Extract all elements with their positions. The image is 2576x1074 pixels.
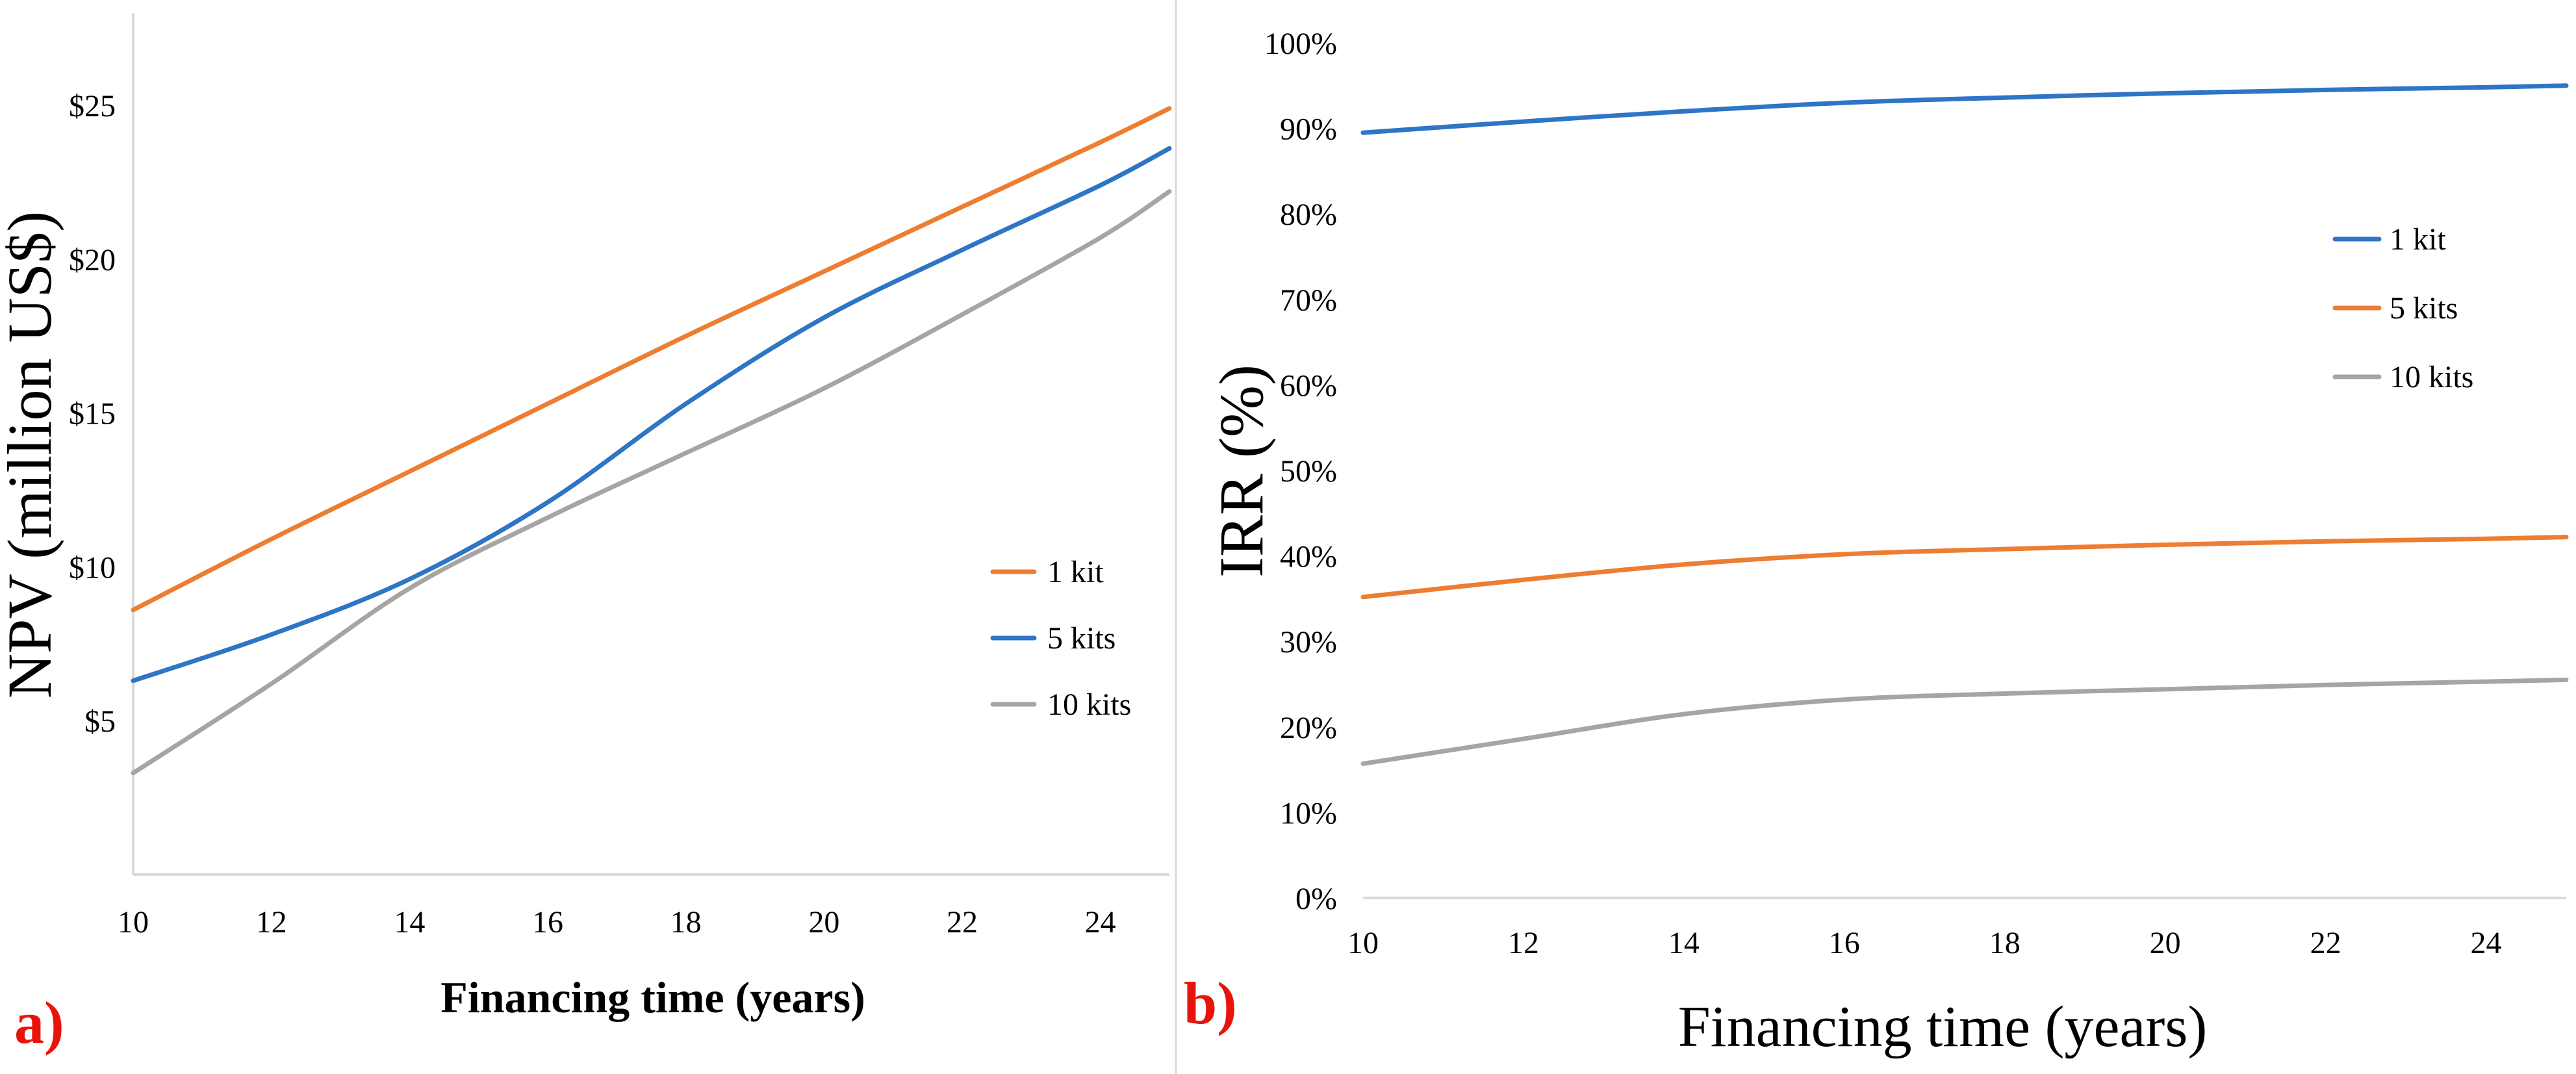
npv-y-tick-label: $20 <box>69 243 116 277</box>
npv-x-tick-label: 24 <box>1085 905 1116 940</box>
irr-y-tick-label: 20% <box>1280 711 1337 745</box>
npv-series-line-10-kits <box>131 189 1172 776</box>
irr-x-tick-label: 16 <box>1829 926 1860 960</box>
npv-x-tick-label: 16 <box>532 905 563 940</box>
irr-y-tick-label: 80% <box>1280 198 1337 232</box>
npv-legend-label-1-kit: 1 kit <box>1047 555 1104 589</box>
irr-y-tick-label: 70% <box>1280 283 1337 318</box>
npv-chart: 10 12 14 16 18 20 22 24 $5 $10 $15 $20 $25 1 kit 5 kit… <box>0 13 1172 1056</box>
irr-y-tick-label: 10% <box>1280 796 1337 830</box>
npv-y-tick-label: $25 <box>69 89 116 123</box>
irr-legend-label-5-kits: 5 kits <box>2390 291 2458 326</box>
npv-x-tick-label: 22 <box>947 905 978 940</box>
irr-y-tick-label: 40% <box>1280 540 1337 574</box>
npv-y-tick-label: $5 <box>84 704 116 739</box>
irr-x-tick-label: 12 <box>1508 926 1539 960</box>
irr-y-tick-label: 60% <box>1280 368 1337 403</box>
npv-x-tick-label: 20 <box>808 905 839 940</box>
npv-x-tick-label: 14 <box>394 905 425 940</box>
npv-x-tick-label: 18 <box>670 905 702 940</box>
irr-series-line-1-kit <box>1360 83 2569 135</box>
irr-x-tick-label: 22 <box>2310 926 2341 960</box>
irr-y-tick-label: 30% <box>1280 625 1337 659</box>
npv-y-axis-title: NPV (million US$) <box>0 211 64 698</box>
irr-x-tick-label: 18 <box>1989 926 2021 960</box>
irr-x-tick-label: 14 <box>1668 926 1700 960</box>
irr-panel-label: b) <box>1184 970 1237 1036</box>
npv-series-line-5-kits <box>131 146 1172 684</box>
irr-series-line-10-kits <box>1360 677 2569 766</box>
npv-x-axis-title: Financing time (years) <box>440 973 865 1022</box>
irr-y-tick-label: 0% <box>1295 882 1337 916</box>
npv-y-tick-label: $15 <box>69 397 116 431</box>
npv-x-tick-label: 10 <box>118 905 149 940</box>
npv-x-tick-label: 12 <box>256 905 287 940</box>
irr-chart: 10 12 14 16 18 20 22 24 0% 10% 20% 30% 40% 50% 60% 70% 8… <box>1184 27 2569 1059</box>
irr-legend-label-10-kits: 10 kits <box>2390 360 2473 394</box>
npv-legend-label-5-kits: 5 kits <box>1047 621 1116 656</box>
irr-x-tick-label: 10 <box>1347 926 1379 960</box>
npv-series-line-1-kit <box>131 106 1172 613</box>
npv-panel-label: a) <box>14 990 64 1056</box>
irr-series-line-5-kits <box>1360 535 2569 600</box>
irr-x-tick-label: 20 <box>2150 926 2181 960</box>
npv-legend-label-10-kits: 10 kits <box>1047 687 1131 722</box>
npv-y-tick-label: $10 <box>69 550 116 585</box>
irr-x-tick-label: 24 <box>2471 926 2502 960</box>
irr-y-tick-label: 100% <box>1264 27 1337 61</box>
irr-y-tick-label: 50% <box>1280 454 1337 489</box>
irr-x-axis-title: Financing time (years) <box>1678 995 2208 1059</box>
irr-y-tick-label: 90% <box>1280 112 1337 147</box>
irr-y-axis-title: IRR (%) <box>1206 364 1276 578</box>
irr-legend-label-1-kit: 1 kit <box>2390 222 2446 257</box>
